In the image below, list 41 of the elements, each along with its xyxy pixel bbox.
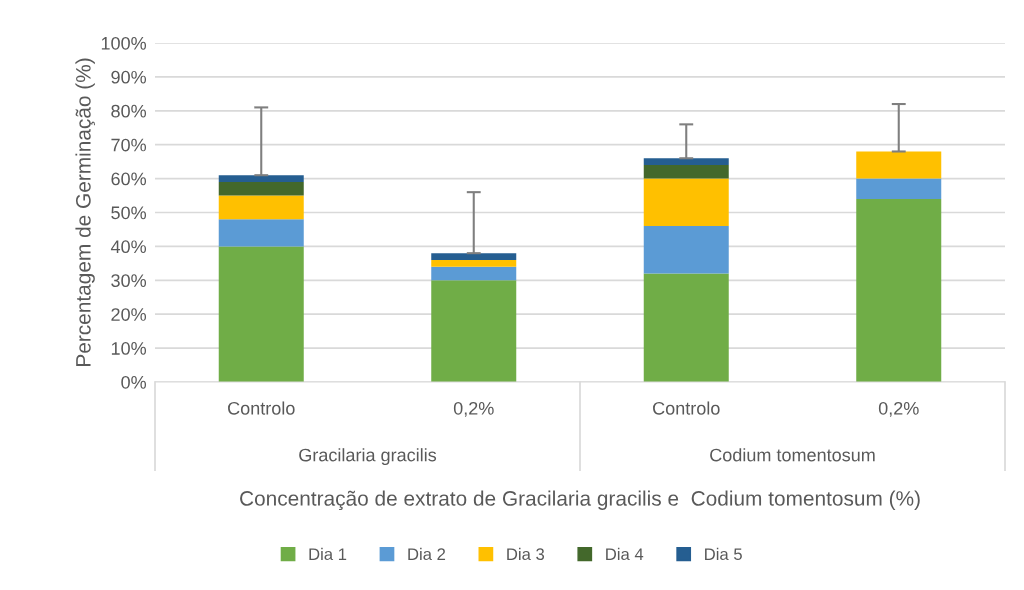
text: Codium tomentosum <box>710 448 875 462</box>
bar <box>218 246 304 382</box>
bar <box>218 175 304 182</box>
x-tick-label: Controlo <box>228 401 295 415</box>
bar <box>643 226 729 274</box>
y-tick-label: 30% <box>111 274 147 288</box>
legend-label: Dia 2 <box>408 547 446 561</box>
y-tick-label: 10% <box>111 342 147 355</box>
x-tick-label: 0,2% <box>878 401 919 417</box>
bar <box>643 178 729 227</box>
x-tick-label: Controlo <box>653 401 720 415</box>
x-axis-title: Concentração de extrato de Gracilaria gracilis e Codium tomentosum (%) <box>240 490 920 511</box>
y-tick-label: 0% <box>121 375 147 389</box>
bar <box>643 165 729 179</box>
y-tick-label: 90% <box>111 70 147 84</box>
bar <box>431 259 517 267</box>
legend-label: Dia 5 <box>705 547 742 561</box>
legend-label: Dia 4 <box>606 547 644 561</box>
bar <box>856 151 942 179</box>
y-tick-label: 100% <box>101 36 147 50</box>
bar <box>431 253 517 260</box>
y-tick-label: 40% <box>110 240 147 254</box>
y-tick-label: 20% <box>111 308 147 321</box>
y-tick-label: 60% <box>111 172 147 186</box>
bar <box>218 181 304 196</box>
bar <box>856 178 942 199</box>
bar <box>218 195 304 220</box>
bar <box>431 280 517 382</box>
bar <box>856 198 942 382</box>
y-tick-label: 50% <box>111 206 147 220</box>
bar <box>218 219 304 247</box>
y-tick-label: 80% <box>111 104 147 118</box>
bar <box>431 266 517 281</box>
y-tick-label: 70% <box>111 138 147 152</box>
bar <box>643 158 729 166</box>
text: Gracilaria gracilis <box>299 448 437 465</box>
y-axis-title: Percentagem de Germinação (%) <box>75 58 95 366</box>
legend-label: Dia 3 <box>507 547 545 561</box>
bar <box>643 273 729 382</box>
legend-label: Dia 1 <box>309 547 347 561</box>
x-tick-label: 0,2% <box>453 401 494 417</box>
